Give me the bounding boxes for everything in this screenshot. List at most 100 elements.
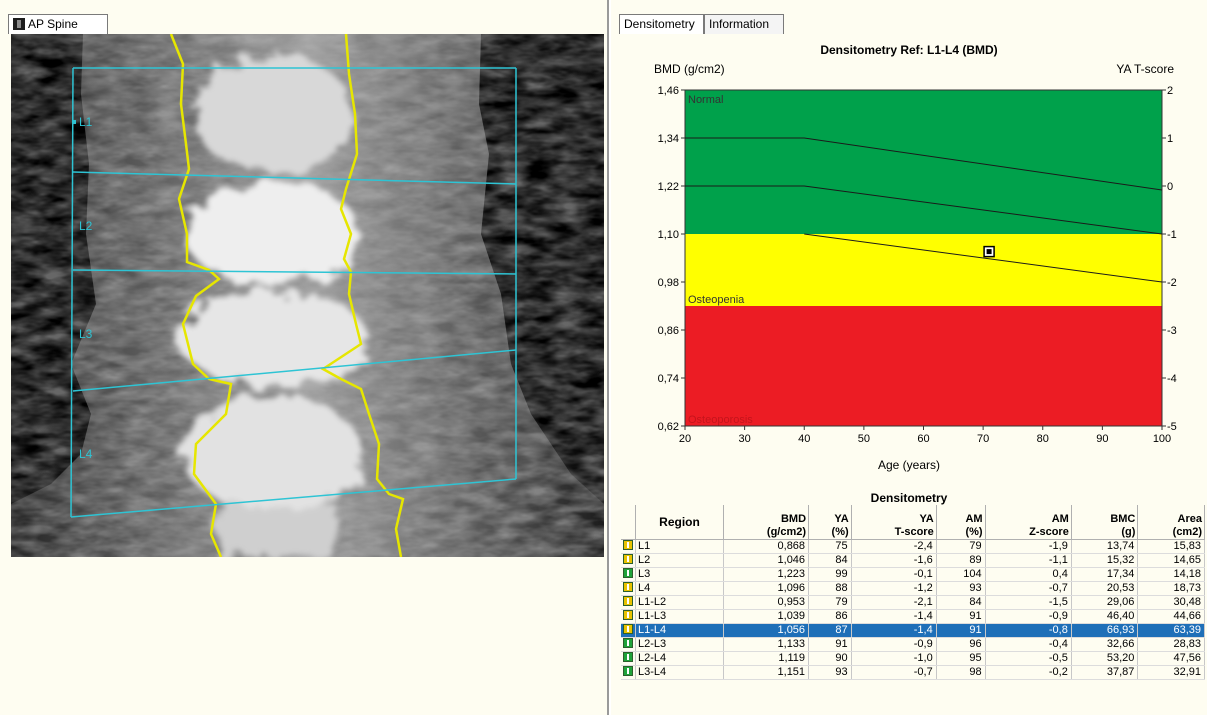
y2-tick-label: -5 — [1167, 421, 1177, 433]
value-cell: 44,66 — [1137, 609, 1205, 624]
value-cell: 13,74 — [1071, 539, 1139, 554]
region-status-icon — [623, 596, 633, 606]
y2-tick-label: -2 — [1167, 277, 1177, 289]
value-cell: 79 — [808, 595, 852, 610]
value-cell: -0,9 — [851, 637, 937, 652]
value-cell: 1,056 — [723, 623, 810, 638]
tab-densitometry[interactable]: Densitometry — [619, 14, 704, 34]
region-status-icon — [623, 540, 633, 550]
header-line-2: T-score — [894, 526, 934, 538]
roi-line-l3-l4 — [72, 349, 517, 392]
row-status-cell — [621, 637, 636, 652]
roi-line-l2-l3 — [72, 269, 517, 275]
table-row[interactable]: L1-L3 1,039 86 -1,4 91 -0,9 46,40 44,66 — [621, 609, 1205, 624]
row-status-cell — [621, 567, 636, 582]
value-cell: 99 — [808, 567, 852, 582]
table-header-cell[interactable]: Region — [635, 505, 725, 540]
y-tick-label: 0,62 — [658, 421, 679, 433]
region-status-icon — [623, 582, 633, 592]
region-cell: L4 — [635, 581, 725, 596]
vertebra-label-l2: L2 — [79, 219, 93, 233]
value-cell: -2,1 — [851, 595, 937, 610]
value-cell: -0,8 — [985, 623, 1072, 638]
x-tick-label: 50 — [858, 433, 870, 445]
tab-ap-spine[interactable]: AP Spine — [8, 14, 108, 34]
spine-scan-image[interactable]: L1 L2 L3 L4 — [11, 34, 604, 557]
spine-scan-icon — [13, 18, 25, 30]
value-cell: 46,40 — [1071, 609, 1139, 624]
table-header-cell[interactable]: AM (%) — [936, 505, 986, 540]
value-cell: 1,046 — [723, 553, 810, 568]
row-status-cell — [621, 553, 636, 568]
value-cell: -0,9 — [985, 609, 1072, 624]
vertebra-label-l3: L3 — [79, 327, 93, 341]
y2-tick-label: -3 — [1167, 325, 1177, 337]
table-row[interactable]: L4 1,096 88 -1,2 93 -0,7 20,53 18,73 — [621, 581, 1205, 596]
region-cell: L1 — [635, 539, 725, 554]
table-row[interactable]: L2 1,046 84 -1,6 89 -1,1 15,32 14,65 — [621, 553, 1205, 568]
value-cell: -1,6 — [851, 553, 937, 568]
table-row[interactable]: L2-L3 1,133 91 -0,9 96 -0,4 32,66 28,83 — [621, 637, 1205, 652]
region-cell: L2 — [635, 553, 725, 568]
region-cell: L2-L4 — [635, 651, 725, 666]
value-cell: 93 — [808, 665, 852, 680]
value-cell: 29,06 — [1071, 595, 1139, 610]
table-header-cell[interactable]: YA (%) — [808, 505, 852, 540]
y2-tick-label: -4 — [1167, 373, 1177, 385]
vertebral-bodies — [178, 54, 368, 557]
value-cell: 15,83 — [1137, 539, 1205, 554]
table-header-cell[interactable]: Area (cm2) — [1137, 505, 1205, 540]
y2-tick-label: 0 — [1167, 181, 1173, 193]
table-row[interactable]: L1 0,868 75 -2,4 79 -1,9 13,74 15,83 — [621, 539, 1205, 554]
y2-tick-label: -1 — [1167, 229, 1177, 241]
table-header-cell[interactable]: YA T-score — [851, 505, 937, 540]
zone-normal — [685, 90, 1162, 234]
header-line-1: YA — [919, 513, 934, 525]
header-line-1: BMD — [780, 513, 807, 525]
table-row[interactable]: L1-L4 1,056 87 -1,4 91 -0,8 66,93 63,39 — [621, 623, 1205, 638]
value-cell: 63,39 — [1137, 623, 1205, 638]
tab-information[interactable]: Information — [704, 14, 784, 34]
value-cell: 1,133 — [723, 637, 810, 652]
table-header: Region BMD (g/cm2) YA (%) YA T-score AM (%) AM Z-s… — [621, 505, 1205, 540]
x-axis-title: Age (years) — [877, 458, 941, 472]
vertebra-label-l1: L1 — [79, 115, 93, 129]
region-cell: L3 — [635, 567, 725, 582]
value-cell: 1,151 — [723, 665, 810, 680]
y-tick-label: 1,34 — [658, 133, 679, 145]
value-cell: 84 — [808, 553, 852, 568]
table-header-icon-col — [621, 505, 636, 540]
y-axis-title-left: BMD (g/cm2) — [654, 62, 725, 76]
table-header-cell[interactable]: BMC (g) — [1071, 505, 1139, 540]
row-status-cell — [621, 581, 636, 596]
zone-osteopenia — [685, 234, 1162, 306]
table-header-cell[interactable]: BMD (g/cm2) — [723, 505, 810, 540]
value-cell: 14,65 — [1137, 553, 1205, 568]
value-cell: -0,7 — [985, 581, 1072, 596]
table-row[interactable]: L1-L2 0,953 79 -2,1 84 -1,5 29,06 30,48 — [621, 595, 1205, 610]
row-status-cell — [621, 539, 636, 554]
header-line-1: Area — [1177, 513, 1202, 525]
zone-label-osteopenia: Osteopenia — [688, 294, 745, 306]
vertebra-label-l4: L4 — [79, 447, 93, 461]
table-header-cell[interactable]: AM Z-score — [985, 505, 1072, 540]
value-cell: -0,1 — [851, 567, 937, 582]
x-tick-label: 20 — [679, 433, 691, 445]
header-line-1: BMC — [1110, 513, 1136, 525]
header-line-2: (%) — [965, 526, 983, 538]
value-cell: 0,868 — [723, 539, 810, 554]
value-cell: -0,5 — [985, 651, 1072, 666]
table-row[interactable]: L2-L4 1,119 90 -1,0 95 -0,5 53,20 47,56 — [621, 651, 1205, 666]
densitometry-panel: Densitometry Information Densitometry Re… — [611, 0, 1207, 715]
chart-title: Densitometry Ref: L1-L4 (BMD) — [820, 43, 998, 57]
roi-handle[interactable] — [72, 120, 76, 124]
value-cell: -1,0 — [851, 651, 937, 666]
y2-tick-label: 2 — [1167, 85, 1173, 97]
value-cell: 32,91 — [1137, 665, 1205, 680]
value-cell: -0,2 — [985, 665, 1072, 680]
value-cell: -1,5 — [985, 595, 1072, 610]
table-row[interactable]: L3 1,223 99 -0,1 104 0,4 17,34 14,18 — [621, 567, 1205, 582]
table-row[interactable]: L3-L4 1,151 93 -0,7 98 -0,2 37,87 32,91 — [621, 665, 1205, 680]
header-line-2: (%) — [831, 526, 849, 538]
